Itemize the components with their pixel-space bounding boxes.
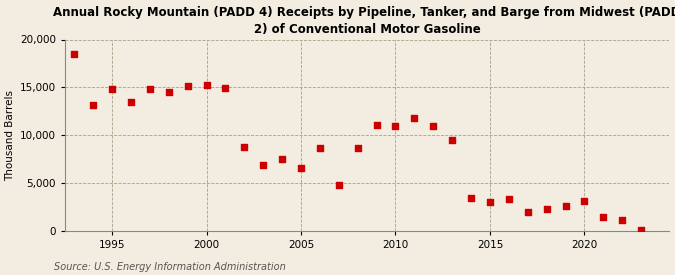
- Y-axis label: Thousand Barrels: Thousand Barrels: [5, 90, 16, 181]
- Point: [504, 196, 514, 201]
- Point: [560, 204, 571, 208]
- Point: [126, 100, 136, 104]
- Text: Source: U.S. Energy Information Administration: Source: U.S. Energy Information Administ…: [54, 262, 286, 272]
- Point: [636, 228, 647, 232]
- Point: [107, 87, 117, 92]
- Point: [409, 116, 420, 120]
- Point: [522, 210, 533, 214]
- Point: [258, 163, 269, 167]
- Point: [333, 183, 344, 187]
- Title: Annual Rocky Mountain (PADD 4) Receipts by Pipeline, Tanker, and Barge from Midw: Annual Rocky Mountain (PADD 4) Receipts …: [53, 6, 675, 35]
- Point: [220, 86, 231, 90]
- Point: [144, 87, 155, 92]
- Point: [598, 214, 609, 219]
- Point: [371, 123, 382, 127]
- Point: [296, 166, 306, 170]
- Point: [466, 196, 477, 200]
- Point: [277, 157, 288, 161]
- Point: [579, 199, 590, 204]
- Point: [69, 52, 80, 56]
- Point: [617, 218, 628, 222]
- Point: [485, 200, 495, 205]
- Point: [352, 145, 363, 150]
- Point: [201, 82, 212, 87]
- Point: [163, 90, 174, 94]
- Point: [182, 83, 193, 88]
- Point: [239, 145, 250, 149]
- Point: [447, 138, 458, 142]
- Point: [541, 207, 552, 211]
- Point: [428, 123, 439, 128]
- Point: [315, 145, 325, 150]
- Point: [88, 103, 99, 107]
- Point: [390, 123, 401, 128]
